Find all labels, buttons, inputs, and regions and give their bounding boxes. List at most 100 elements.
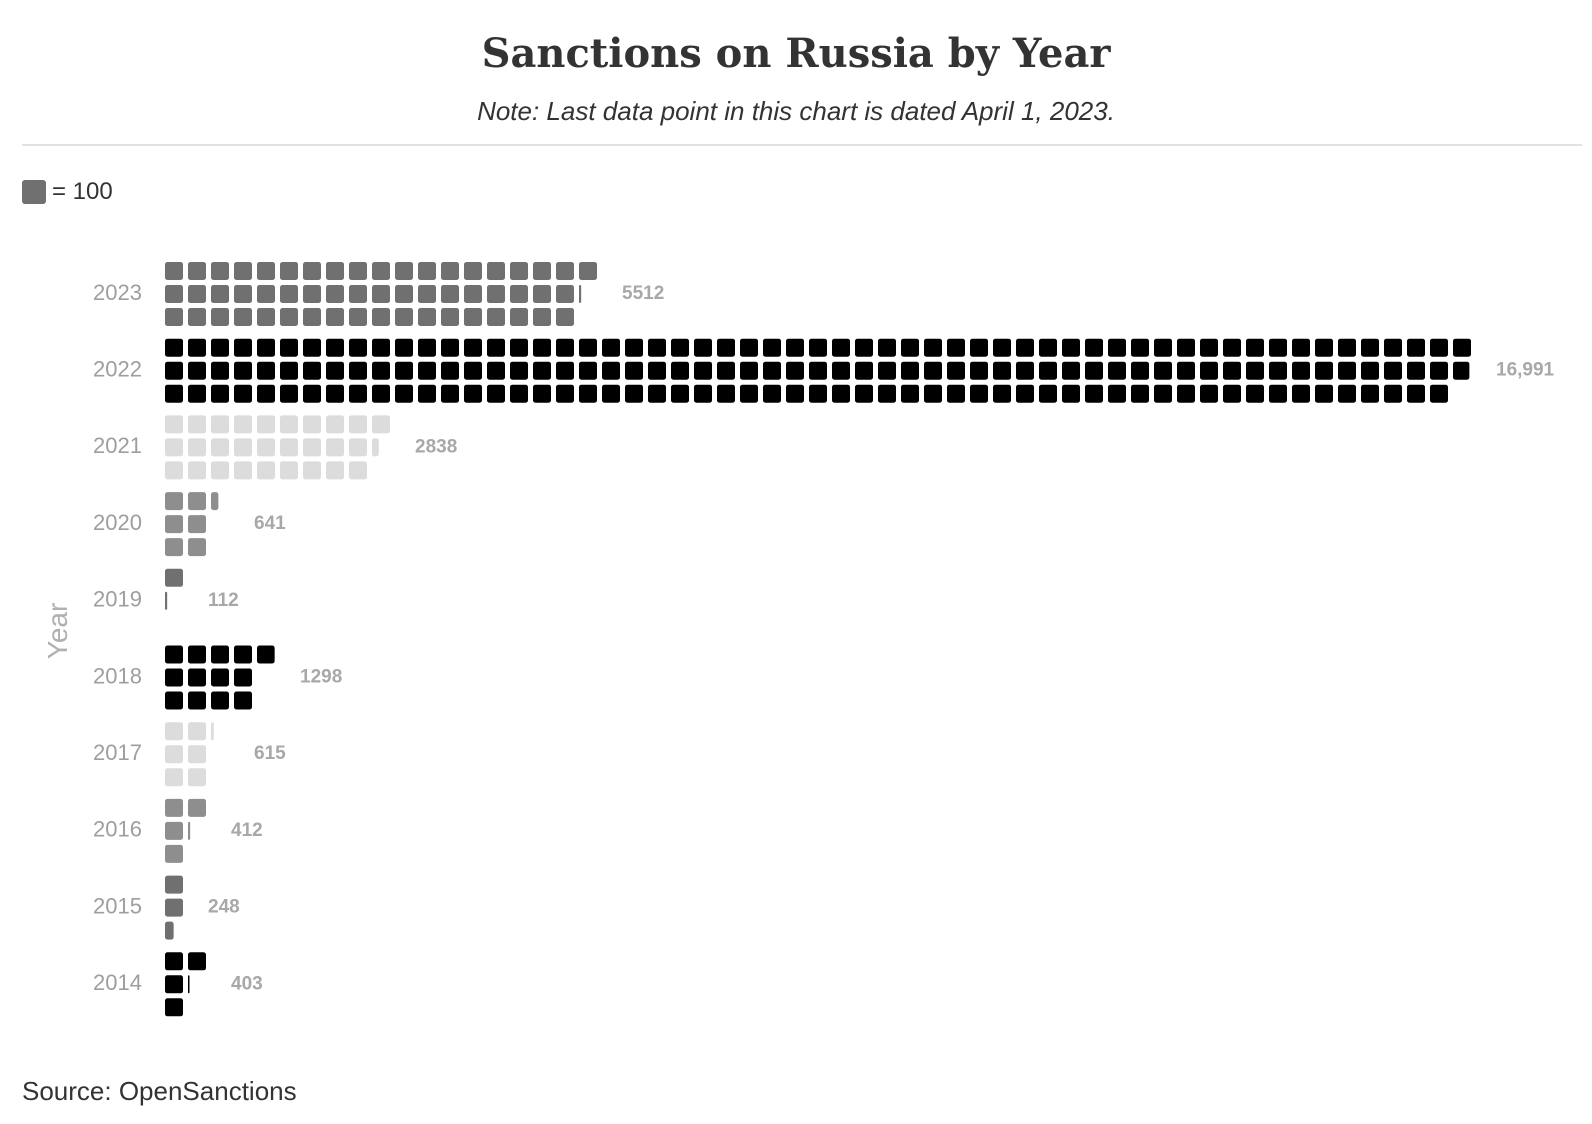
waffle-cell-2022 <box>1430 361 1448 380</box>
waffle-cell-2022 <box>1453 338 1471 357</box>
waffle-cell-2022 <box>832 338 850 357</box>
waffle-cell-2022 <box>349 338 367 357</box>
waffle-cell-2022 <box>326 338 344 357</box>
waffle-cell-2022 <box>671 361 689 380</box>
waffle-cell-2022 <box>878 338 896 357</box>
waffle-cell-2022 <box>1292 361 1310 380</box>
waffle-cell-2022 <box>1131 384 1149 403</box>
waffle-cell-2022 <box>901 338 919 357</box>
y-tick-label: 2014 <box>93 970 142 995</box>
waffle-cell-2023 <box>372 262 390 280</box>
waffle-cell-2022 <box>1246 384 1264 403</box>
waffle-cell-2017 <box>165 745 183 764</box>
waffle-cell-2021 <box>349 415 367 434</box>
waffle-cell-2023 <box>533 285 551 303</box>
waffle-partial-cell-2023 <box>579 285 582 303</box>
waffle-cell-2022 <box>326 361 344 380</box>
waffle-cell-2022 <box>648 361 666 380</box>
waffle-cell-2022 <box>303 338 321 357</box>
waffle-cell-2022 <box>1338 384 1356 403</box>
waffle-cell-2023 <box>303 308 321 326</box>
waffle-cell-2021 <box>349 438 367 457</box>
waffle-cell-2018 <box>188 668 206 687</box>
waffle-cell-2023 <box>441 285 459 303</box>
waffle-cell-2022 <box>924 338 942 357</box>
waffle-cell-2017 <box>188 722 206 741</box>
waffle-cell-2022 <box>717 361 735 380</box>
waffle-cell-2022 <box>280 338 298 357</box>
waffle-cell-2023 <box>165 285 183 303</box>
waffle-cell-2022 <box>1407 361 1425 380</box>
waffle-cell-2022 <box>372 384 390 403</box>
waffle-partial-cell-2017 <box>211 722 214 741</box>
waffle-cell-2023 <box>395 262 413 280</box>
waffle-cell-2023 <box>234 308 252 326</box>
waffle-cell-2022 <box>1315 338 1333 357</box>
waffle-cell-2018 <box>234 645 252 664</box>
waffle-cell-2022 <box>510 384 528 403</box>
waffle-cell-2022 <box>1223 361 1241 380</box>
waffle-cell-2022 <box>1407 338 1425 357</box>
waffle-cell-2023 <box>349 308 367 326</box>
waffle-partial-cell-2018 <box>257 645 275 664</box>
waffle-cell-2022 <box>188 384 206 403</box>
waffle-cell-2021 <box>211 415 229 434</box>
legend-swatch <box>22 180 46 204</box>
waffle-cell-2022 <box>1430 338 1448 357</box>
waffle-cell-2022 <box>1246 338 1264 357</box>
waffle-cell-2022 <box>763 338 781 357</box>
waffle-cell-2016 <box>165 798 183 817</box>
waffle-cell-2023 <box>556 308 574 326</box>
waffle-cell-2018 <box>165 691 183 710</box>
waffle-cell-2020 <box>165 515 183 534</box>
waffle-cell-2018 <box>188 645 206 664</box>
waffle-cell-2022 <box>947 338 965 357</box>
waffle-cell-2023 <box>395 308 413 326</box>
waffle-cell-2022 <box>786 361 804 380</box>
waffle-cell-2022 <box>901 384 919 403</box>
waffle-cell-2022 <box>533 338 551 357</box>
waffle-cell-2023 <box>487 308 505 326</box>
waffle-cell-2022 <box>602 384 620 403</box>
waffle-cell-2022 <box>579 384 597 403</box>
waffle-cell-2023 <box>326 262 344 280</box>
waffle-cell-2022 <box>1108 361 1126 380</box>
waffle-cell-2022 <box>970 338 988 357</box>
waffle-cell-2016 <box>165 844 183 863</box>
waffle-cell-2023 <box>326 285 344 303</box>
waffle-cell-2018 <box>234 668 252 687</box>
waffle-cell-2022 <box>970 384 988 403</box>
waffle-cell-2022 <box>395 361 413 380</box>
waffle-cell-2021 <box>280 461 298 480</box>
waffle-cell-2022 <box>694 361 712 380</box>
y-tick-label: 2023 <box>93 280 142 305</box>
waffle-partial-cell-2019 <box>165 591 168 610</box>
waffle-cell-2022 <box>1223 384 1241 403</box>
waffle-cell-2022 <box>1085 384 1103 403</box>
waffle-cell-2022 <box>1154 384 1172 403</box>
waffle-cell-2022 <box>1062 384 1080 403</box>
waffle-cell-2022 <box>1016 361 1034 380</box>
waffle-cell-2021 <box>234 438 252 457</box>
header-divider <box>22 144 1582 146</box>
waffle-cell-2023 <box>257 285 275 303</box>
legend-label: = 100 <box>52 178 113 205</box>
waffle-cell-2022 <box>372 338 390 357</box>
waffle-cell-2022 <box>303 361 321 380</box>
waffle-cell-2014 <box>165 998 183 1017</box>
waffle-cell-2022 <box>671 338 689 357</box>
waffle-cell-2022 <box>1384 338 1402 357</box>
value-label: 1298 <box>300 667 342 688</box>
y-tick-label: 2021 <box>93 433 142 458</box>
waffle-cell-2023 <box>418 262 436 280</box>
waffle-cell-2022 <box>165 338 183 357</box>
waffle-cell-2022 <box>717 338 735 357</box>
waffle-cell-2023 <box>372 285 390 303</box>
waffle-cell-2022 <box>1200 384 1218 403</box>
waffle-cell-2023 <box>395 285 413 303</box>
waffle-cell-2022 <box>1384 361 1402 380</box>
waffle-cell-2023 <box>510 262 528 280</box>
waffle-cell-2023 <box>441 308 459 326</box>
waffle-cell-2022 <box>349 384 367 403</box>
waffle-cell-2018 <box>165 645 183 664</box>
